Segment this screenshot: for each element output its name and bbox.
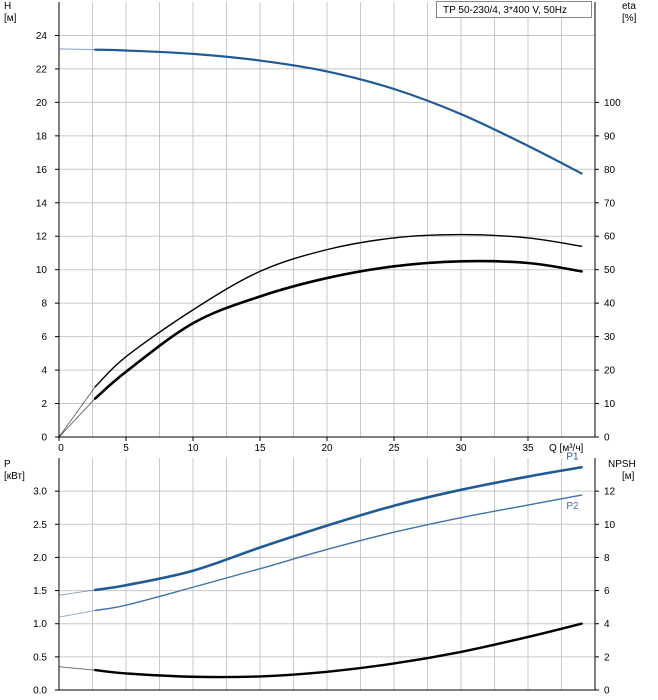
npsh-curve (93, 622, 583, 679)
y-tick-label-right: 6 (604, 586, 610, 597)
h-curve (94, 48, 583, 175)
series-label-p2: P2 (566, 501, 579, 512)
y-tick-label-left: 1.5 (33, 586, 47, 597)
y-tick-label-left: 2 (41, 399, 47, 410)
eta-total-curve-extension (58, 386, 96, 438)
y-tick-label-right: 60 (604, 232, 616, 243)
x-tick-label: 25 (388, 443, 400, 454)
y-tick-label-right: 20 (604, 366, 616, 377)
p2-curve (94, 494, 583, 612)
y-tick-label-left: 0 (41, 433, 47, 444)
x-tick-label: 20 (321, 443, 333, 454)
y-tick-label-right: 2 (604, 652, 610, 663)
y-tick-label-left: 20 (36, 98, 48, 109)
y-axis-unit-right: [м] (622, 471, 635, 482)
y-tick-label-left: 8 (41, 299, 47, 310)
y-tick-label-right: 100 (604, 98, 621, 109)
y-tick-label-left: 14 (36, 198, 48, 209)
y-tick-label-left: 0.5 (33, 652, 47, 663)
y-axis-title-left: P (4, 459, 11, 470)
y-tick-label-left: 0.0 (33, 686, 47, 697)
y-tick-label-left: 22 (36, 64, 48, 75)
y-tick-label-left: 3.0 (33, 487, 47, 498)
y-tick-label-left: 18 (36, 131, 48, 142)
y-tick-label-left: 10 (36, 265, 48, 276)
y-tick-label-right: 40 (604, 299, 616, 310)
p1-curve (93, 465, 583, 592)
y-tick-label-right: 0 (604, 433, 610, 444)
y-tick-label-left: 4 (41, 366, 47, 377)
y-tick-label-right: 10 (604, 520, 616, 531)
x-tick-label: 15 (254, 443, 266, 454)
x-tick-label: 0 (58, 443, 64, 454)
chart-title: TP 50-230/4, 3*400 V, 50Hz (443, 5, 567, 16)
y-tick-label-right: 0 (604, 686, 610, 697)
y-tick-label-right: 30 (604, 332, 616, 343)
eta-pump-curve-extension (58, 398, 96, 438)
y-tick-label-left: 24 (36, 31, 48, 42)
y-tick-label-right: 12 (604, 487, 616, 498)
y-tick-label-left: 12 (36, 232, 48, 243)
x-axis-title: Q [м³/ч] (549, 443, 584, 454)
p2-curve-extension (58, 609, 96, 618)
y-tick-label-right: 8 (604, 553, 610, 564)
x-tick-label: 30 (455, 443, 467, 454)
y-tick-label-left: 6 (41, 332, 47, 343)
y-tick-label-left: 2.5 (33, 520, 47, 531)
y-axis-title-right: NPSH (608, 459, 636, 470)
x-tick-label: 5 (123, 443, 129, 454)
y-tick-label-left: 1.0 (33, 619, 47, 630)
chart-title-box: TP 50-230/4, 3*400 V, 50Hz (436, 1, 592, 18)
eta-total-curve (94, 233, 583, 388)
x-tick-label: 10 (187, 443, 199, 454)
y-tick-label-left: 2.0 (33, 553, 47, 564)
eta-pump-curve (93, 259, 583, 400)
p1-curve-extension (58, 589, 96, 596)
y-axis-unit-right: [%] (622, 13, 637, 24)
y-tick-label-right: 80 (604, 165, 616, 176)
y-tick-label-left: 16 (36, 165, 48, 176)
y-axis-title-left: H (4, 1, 11, 12)
y-tick-label-right: 50 (604, 265, 616, 276)
y-tick-label-right: 10 (604, 399, 616, 410)
y-axis-unit-left: [кВт] (4, 471, 25, 482)
h-curve-extension (58, 48, 96, 51)
y-tick-label-right: 4 (604, 619, 610, 630)
y-tick-label-right: 70 (604, 198, 616, 209)
x-tick-label: 35 (522, 443, 534, 454)
y-tick-label-right: 90 (604, 131, 616, 142)
npsh-curve-extension (58, 666, 96, 671)
y-axis-unit-left: [м] (4, 13, 17, 24)
y-axis-title-right: eta (622, 1, 636, 12)
series-label-p1: P1 (566, 451, 579, 462)
